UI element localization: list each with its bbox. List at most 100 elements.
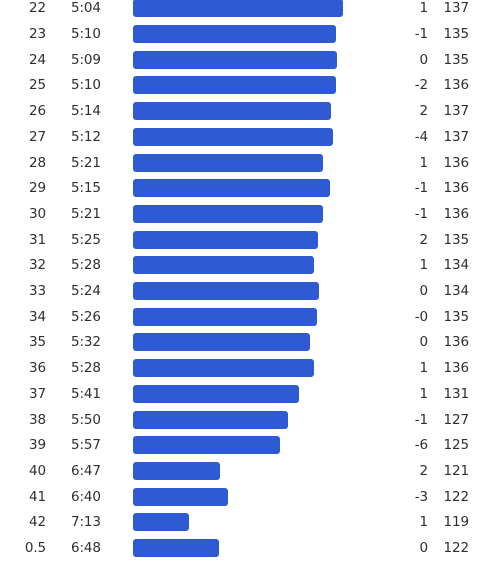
split-elevation: -0 (414, 308, 428, 325)
split-pace: 5:24 (71, 283, 101, 300)
split-heart-rate: 137 (443, 103, 470, 120)
split-row[interactable]: 29 5:15 -1 136 (0, 175, 500, 201)
split-row[interactable]: 27 5:12 -4 137 (0, 124, 500, 150)
pace-bar (133, 359, 315, 378)
split-pace: 5:21 (71, 205, 101, 222)
split-pace: 5:28 (71, 257, 101, 274)
pace-bar (133, 0, 343, 18)
pace-bar (133, 410, 288, 429)
split-pace: 5:15 (71, 180, 101, 197)
split-elevation: 2 (419, 231, 429, 248)
split-elevation: -3 (414, 488, 428, 505)
split-row[interactable]: 42 7:13 1 119 (0, 510, 500, 536)
split-row[interactable]: 26 5:14 2 137 (0, 98, 500, 124)
split-row[interactable]: 23 5:10 -1 135 (0, 21, 500, 47)
split-heart-rate: 135 (443, 308, 470, 325)
split-row[interactable]: 38 5:50 -1 127 (0, 407, 500, 433)
pace-bar-track (133, 330, 353, 356)
split-pace: 5:12 (71, 128, 101, 145)
split-row[interactable]: 22 5:04 1 137 (0, 0, 500, 21)
split-row[interactable]: 31 5:25 2 135 (0, 227, 500, 253)
pace-bar (133, 102, 332, 121)
pace-bar (133, 513, 189, 532)
split-row[interactable]: 34 5:26 -0 135 (0, 304, 500, 330)
split-heart-rate: 134 (443, 283, 470, 300)
split-pace: 6:47 (71, 462, 101, 479)
pace-bar (133, 307, 317, 326)
split-km: 35 (29, 334, 46, 351)
pace-bar (133, 282, 320, 301)
split-pace: 7:13 (71, 514, 101, 531)
pace-bar-track (133, 201, 353, 227)
split-row[interactable]: 40 6:47 2 121 (0, 458, 500, 484)
split-elevation: -2 (414, 77, 428, 94)
split-row[interactable]: 30 5:21 -1 136 (0, 201, 500, 227)
pace-bar-track (133, 407, 353, 433)
pace-bar-track (133, 150, 353, 176)
split-pace: 5:26 (71, 308, 101, 325)
split-km: 28 (29, 154, 46, 171)
pace-bar (133, 153, 323, 172)
split-km: 38 (29, 411, 46, 428)
split-km: 22 (29, 0, 46, 17)
split-elevation: 2 (419, 103, 429, 120)
split-elevation: 0 (419, 334, 429, 351)
split-km: 26 (29, 103, 46, 120)
split-row[interactable]: 0.5 6:48 0 122 (0, 535, 500, 561)
pace-bar (133, 487, 229, 506)
split-pace: 6:40 (71, 488, 101, 505)
split-pace: 5:04 (71, 0, 101, 17)
split-elevation: 1 (419, 0, 429, 17)
split-heart-rate: 119 (443, 514, 470, 531)
pace-bar-track (133, 124, 353, 150)
pace-bar-track (133, 98, 353, 124)
split-row[interactable]: 36 5:28 1 136 (0, 355, 500, 381)
split-heart-rate: 131 (443, 385, 470, 402)
pace-bar (133, 461, 220, 480)
split-row[interactable]: 24 5:09 0 135 (0, 47, 500, 73)
pace-bar (133, 50, 337, 69)
split-row[interactable]: 35 5:32 0 136 (0, 330, 500, 356)
pace-bar (133, 436, 280, 455)
pace-bar (133, 204, 323, 223)
split-row[interactable]: 33 5:24 0 134 (0, 278, 500, 304)
split-elevation: 0 (419, 540, 429, 557)
pace-bar-track (133, 535, 353, 561)
split-elevation: -1 (414, 26, 428, 43)
pace-bar (133, 127, 334, 146)
split-row[interactable]: 32 5:28 1 134 (0, 253, 500, 279)
split-elevation: 1 (419, 514, 429, 531)
split-pace: 5:14 (71, 103, 101, 120)
pace-bar-track (133, 21, 353, 47)
pace-bar (133, 384, 299, 403)
pace-bar (133, 25, 336, 44)
split-km: 24 (29, 51, 46, 68)
split-row[interactable]: 41 6:40 -3 122 (0, 484, 500, 510)
split-elevation: -1 (414, 411, 428, 428)
split-km: 25 (29, 77, 46, 94)
pace-bar (133, 539, 219, 558)
split-heart-rate: 136 (443, 154, 470, 171)
split-row[interactable]: 25 5:10 -2 136 (0, 73, 500, 99)
split-pace: 5:21 (71, 154, 101, 171)
split-heart-rate: 137 (443, 128, 470, 145)
split-heart-rate: 137 (443, 0, 470, 17)
split-elevation: 1 (419, 360, 429, 377)
split-elevation: 1 (419, 154, 429, 171)
split-heart-rate: 127 (443, 411, 470, 428)
split-row[interactable]: 39 5:57 -6 125 (0, 432, 500, 458)
split-heart-rate: 136 (443, 180, 470, 197)
split-pace: 5:25 (71, 231, 101, 248)
split-heart-rate: 136 (443, 205, 470, 222)
split-heart-rate: 135 (443, 51, 470, 68)
split-heart-rate: 136 (443, 360, 470, 377)
split-elevation: -4 (414, 128, 428, 145)
split-km: 29 (29, 180, 46, 197)
split-km: 40 (29, 462, 46, 479)
split-km: 41 (29, 488, 46, 505)
split-pace: 5:41 (71, 385, 101, 402)
split-row[interactable]: 37 5:41 1 131 (0, 381, 500, 407)
split-row[interactable]: 28 5:21 1 136 (0, 150, 500, 176)
split-heart-rate: 135 (443, 26, 470, 43)
split-km: 37 (29, 385, 46, 402)
